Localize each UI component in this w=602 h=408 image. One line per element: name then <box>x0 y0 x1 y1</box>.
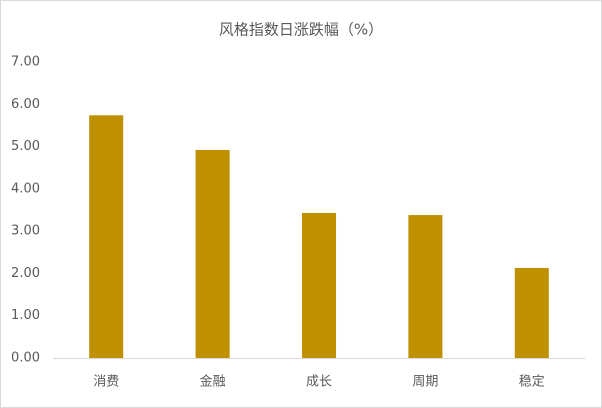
bar <box>195 149 230 358</box>
bar <box>514 267 549 358</box>
y-tick-label: 5.00 <box>11 139 40 154</box>
x-tick-label: 成长 <box>306 375 332 390</box>
y-tick-label: 1.00 <box>11 308 40 323</box>
y-tick-label: 6.00 <box>11 97 40 112</box>
y-tick-label: 2.00 <box>11 266 40 281</box>
y-tick-label: 0.00 <box>11 351 40 366</box>
x-tick-label: 稳定 <box>519 374 545 390</box>
x-tick-label: 消费 <box>93 375 119 390</box>
y-tick-label: 4.00 <box>11 181 40 196</box>
y-tick-label: 7.00 <box>11 55 40 70</box>
y-tick-label: 3.00 <box>11 224 40 239</box>
bar <box>408 215 443 358</box>
x-tick-label: 金融 <box>200 374 226 390</box>
chart-title: 风格指数日涨跌幅（%） <box>219 21 383 39</box>
bar <box>89 115 124 358</box>
bar <box>301 212 337 358</box>
x-tick-label: 周期 <box>412 375 438 390</box>
